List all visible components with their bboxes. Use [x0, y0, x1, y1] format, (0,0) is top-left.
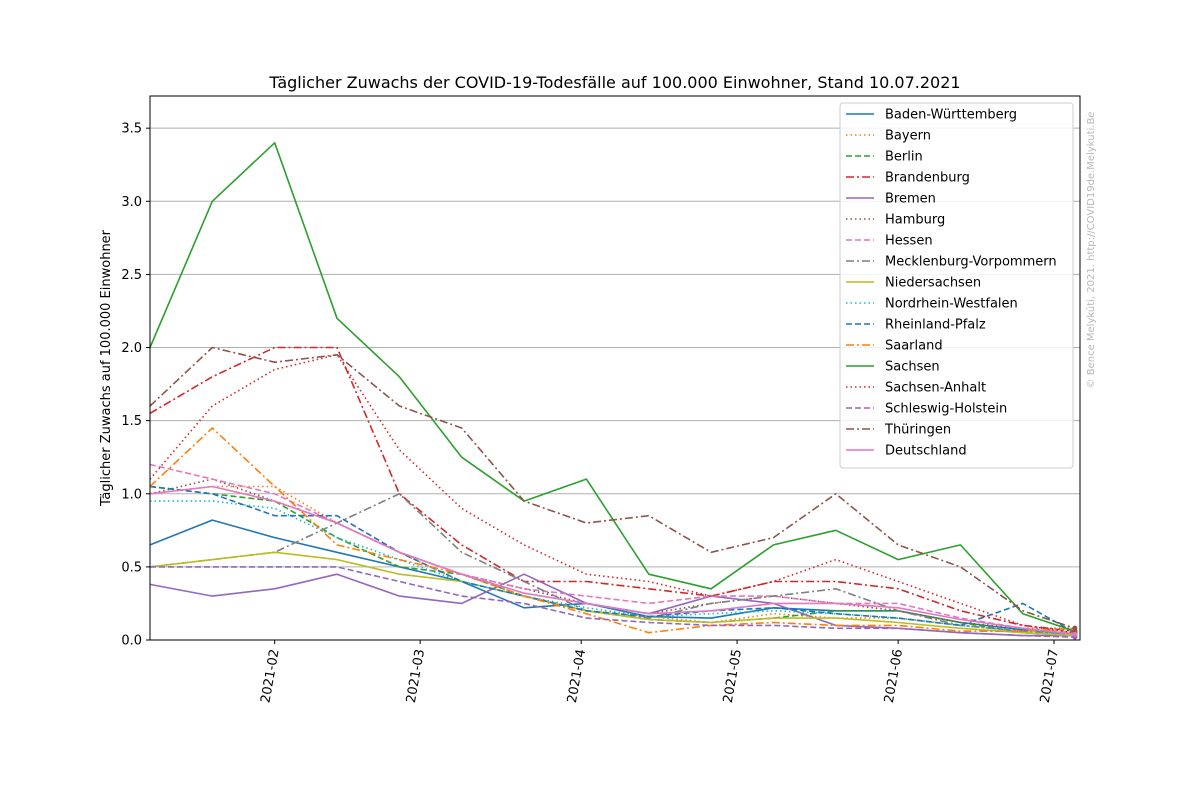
series-line: [150, 566, 1075, 638]
series-end-marker: [1072, 625, 1078, 631]
legend-label: Nordrhein-Westfalen: [885, 297, 1018, 312]
y-tick-label: 2.0: [121, 341, 142, 356]
series-line: [149, 346, 1076, 630]
x-axis-ticks: 2021-02 2021-03 2021-04 2021-05 2021-06 2021-…: [258, 640, 1062, 704]
legend-label: Deutschland: [885, 444, 967, 459]
legend-label: Hamburg: [885, 213, 945, 228]
y-tick-label: 1.5: [121, 414, 142, 429]
series-end-marker: [1072, 631, 1078, 637]
x-tick-label: 2021-06: [882, 648, 906, 704]
series-line: [149, 353, 1075, 634]
legend-box: [839, 102, 1074, 469]
watermark: © Bence Melykúti, 2021. http://COVID19de…: [1085, 112, 1097, 389]
plot-lines: [149, 142, 1078, 640]
x-tick-label: 2021-05: [721, 648, 745, 704]
x-tick-label: 2021-02: [258, 648, 282, 704]
legend-label: Bayern: [885, 129, 931, 144]
y-tick-label: 1.0: [121, 487, 142, 502]
series-line: [149, 485, 1075, 634]
legend-label: Mecklenburg-Vorpommern: [885, 255, 1057, 270]
x-tick-label: 2021-07: [1038, 648, 1062, 704]
y-tick-label: 0.5: [121, 560, 142, 575]
plot-frame: [149, 95, 1081, 641]
legend-label: Sachsen-Anhalt: [885, 381, 986, 396]
series-line: [149, 551, 1075, 637]
series-line: [149, 427, 1075, 634]
legend-label: Brandenburg: [885, 171, 970, 186]
y-axis-label: Täglicher Zuwachs auf 100.000 Einwohner: [99, 229, 114, 507]
legend-label: Saarland: [885, 339, 943, 354]
y-tick-label: 0.0: [121, 634, 142, 649]
x-tick-label: 2021-04: [565, 648, 589, 704]
legend-label: Schleswig-Holstein: [885, 402, 1007, 417]
y-tick-label: 3.5: [121, 122, 142, 137]
series-line: [149, 142, 1076, 632]
legend-label: Niedersachsen: [885, 276, 981, 291]
legend-label: Hessen: [885, 234, 933, 249]
y-tick-label: 3.0: [121, 195, 142, 210]
legend-label: Rheinland-Pfalz: [885, 318, 986, 333]
series-line: [149, 485, 1075, 635]
y-tick-label: 2.5: [121, 268, 142, 283]
chart-title: Täglicher Zuwachs der COVID-19-Todesfäll…: [268, 73, 960, 92]
series-line: [149, 346, 1075, 632]
legend: Baden-Württemberg Bayern Berlin Brandenburg…: [839, 102, 1074, 469]
y-axis-ticks: 0.0 0.5 1.0 1.5 2.0 2.5 3.0 3.5: [121, 122, 150, 649]
x-tick-label: 2021-03: [404, 648, 428, 704]
legend-label: Bremen: [885, 192, 936, 207]
legend-label: Baden-Württemberg: [885, 108, 1017, 123]
series-line: [149, 463, 1075, 634]
legend-label: Sachsen: [885, 360, 940, 375]
series-line: [149, 485, 1076, 634]
legend-label: Berlin: [885, 150, 923, 165]
legend-label: Thüringen: [884, 423, 951, 438]
